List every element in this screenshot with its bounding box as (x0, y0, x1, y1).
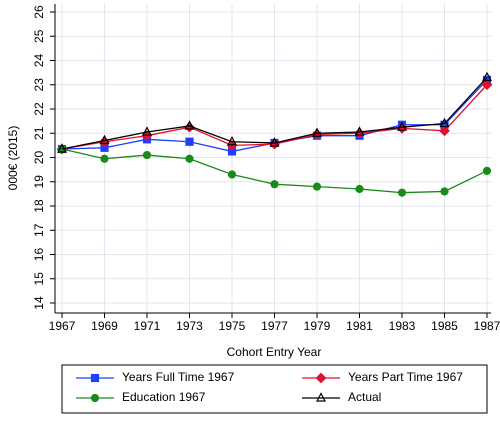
x-tick-label: 1973 (176, 319, 203, 333)
point (227, 170, 237, 179)
point (482, 166, 492, 175)
point (57, 143, 67, 153)
legend-label: Years Full Time 1967 (122, 370, 235, 384)
y-axis-label: 000€ (2015) (6, 126, 20, 191)
x-tick-label: 1987 (474, 319, 500, 333)
legend-label: Actual (348, 390, 381, 404)
point (397, 121, 407, 131)
y-tick-label: 22 (32, 102, 46, 116)
legend-marker (90, 373, 100, 383)
x-tick-label: 1985 (431, 319, 458, 333)
point (99, 134, 110, 145)
point (439, 125, 450, 137)
point (142, 126, 152, 136)
point (439, 117, 450, 128)
point (227, 135, 237, 146)
x-axis-label: Cohort Entry Year (227, 345, 322, 359)
point (270, 180, 279, 189)
point (185, 137, 194, 146)
series-line (61, 77, 488, 150)
y-tick-label: 15 (32, 272, 46, 286)
point (397, 188, 407, 197)
x-tick-label: 1977 (261, 319, 288, 333)
y-tick-label: 17 (32, 223, 46, 237)
point (481, 79, 493, 91)
point (312, 127, 322, 137)
point (355, 184, 364, 194)
y-tick-label: 21 (32, 126, 46, 140)
legend-box (61, 364, 488, 414)
legend-marker (316, 392, 326, 402)
x-tick-label: 1969 (91, 319, 118, 333)
point (185, 154, 194, 163)
y-tick-label: 20 (32, 151, 46, 165)
x-tick-label: 1981 (346, 319, 373, 333)
legend-label: Education 1967 (122, 390, 206, 404)
point (142, 150, 152, 160)
x-tick-label: 1983 (389, 319, 416, 333)
legend-label: Years Part Time 1967 (348, 370, 463, 384)
legend-marker (90, 393, 100, 403)
point (312, 182, 322, 191)
x-tick-label: 1979 (304, 319, 331, 333)
point (100, 154, 109, 163)
y-tick-label: 14 (32, 296, 46, 310)
y-tick-label: 23 (32, 78, 46, 92)
x-tick-label: 1975 (219, 319, 246, 333)
point (440, 187, 449, 196)
x-tick-label: 1967 (49, 319, 76, 333)
y-tick-label: 18 (32, 199, 46, 213)
x-tick-label: 1971 (134, 319, 161, 333)
y-tick-label: 26 (32, 5, 46, 19)
legend-marker (315, 372, 327, 384)
y-tick-label: 25 (32, 29, 46, 43)
point (354, 126, 365, 136)
point (184, 120, 195, 130)
y-tick-label: 16 (32, 248, 46, 262)
point (269, 137, 280, 147)
y-tick-label: 19 (32, 175, 46, 189)
y-tick-label: 24 (32, 54, 46, 68)
point (482, 71, 492, 82)
